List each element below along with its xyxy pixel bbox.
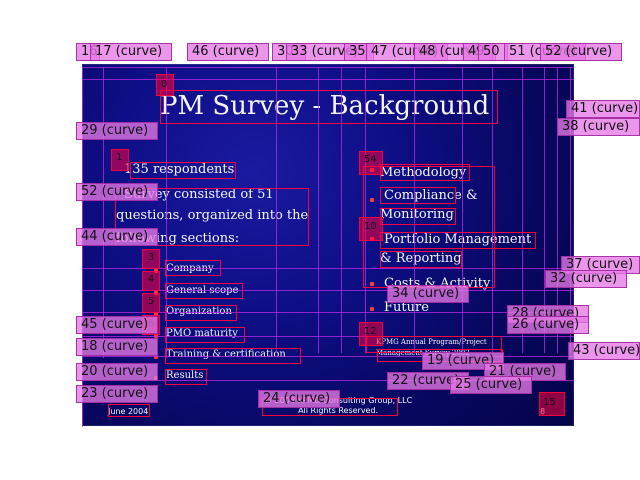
- overlay-guide-line: [492, 67, 493, 353]
- overlay-stack-number: 4: [148, 274, 155, 285]
- respondents-bounding-box: [130, 162, 236, 179]
- curve-label-right: 37 (curve): [561, 256, 640, 274]
- overlay-guide-line: [522, 67, 523, 353]
- overlay-number: 1: [116, 152, 123, 163]
- overlay-stack-number: 3: [148, 252, 155, 263]
- overlay-number: 12: [364, 326, 377, 337]
- overlay-guide-line: [82, 268, 574, 269]
- overlay-guide-line: [276, 67, 277, 353]
- overlay-guide-line: [544, 67, 545, 353]
- curve-label-left: 18 (curve): [76, 338, 158, 356]
- overlay-guide-line: [82, 336, 574, 337]
- compliance-line-1: Compliance &: [384, 188, 478, 203]
- curve-label-bottom: 34 (curve): [387, 285, 469, 303]
- overlay-guide-line: [414, 67, 415, 353]
- copyright-line-2: All Rights Reserved.: [298, 406, 379, 415]
- overlay-stack-marker: [142, 293, 160, 313]
- overlay-guide-line: [82, 67, 574, 68]
- overlay-stack-marker: [142, 271, 160, 291]
- source-line-1: KPMG Annual Program/Project: [376, 338, 487, 346]
- portfolio-line-2-bounding-box: [380, 251, 462, 268]
- overlay-number: 0: [161, 79, 168, 90]
- overlay-stack-marker: [142, 249, 160, 269]
- overlay-guide-line: [82, 312, 574, 313]
- pmo-bounding-box: [165, 327, 245, 343]
- overlay-guide-line: [462, 67, 463, 353]
- survey-bounding-box: [115, 188, 309, 246]
- curve-label-right: 32 (curve): [545, 270, 627, 288]
- curve-label-left: 29 (curve): [76, 122, 158, 140]
- overlay-number: 15: [543, 397, 556, 408]
- curve-label-left: 20 (curve): [76, 363, 158, 381]
- curve-label-right: 38 (curve): [557, 118, 640, 136]
- overlay-guide-line: [82, 380, 574, 381]
- curve-label-right: 41 (curve): [566, 100, 640, 118]
- slide-title: PM Survey - Background: [160, 91, 490, 121]
- overlay-guide-line: [82, 79, 574, 80]
- compliance-line-2-bounding-box: [380, 208, 456, 225]
- section-bullet-icon: [154, 355, 158, 359]
- compliance-line-2: Monitoring: [380, 207, 454, 222]
- overlay-anchor-marker: [111, 149, 129, 171]
- organization-bounding-box: [165, 305, 237, 321]
- overlay-guide-line: [341, 67, 342, 353]
- overlay-anchor-marker: [359, 322, 383, 346]
- costs-bullet-icon: [370, 282, 374, 286]
- curve-label-top: 17 (curve): [90, 43, 172, 61]
- section-organization: Organization: [166, 306, 232, 318]
- overlay-guide-line: [318, 67, 319, 353]
- curve-label-right: 43 (curve): [568, 342, 640, 360]
- portfolio-line-2: & Reporting: [380, 251, 462, 266]
- curve-label-bottom: 22 (curve): [387, 372, 469, 390]
- overlay-number: 10: [364, 221, 377, 232]
- overlay-guide-line: [82, 67, 83, 427]
- overlay-guide-line: [365, 67, 366, 353]
- compliance-line-1-bounding-box: [380, 187, 456, 204]
- curve-label-right: 26 (curve): [507, 316, 589, 334]
- overlay-anchor-marker: [539, 392, 565, 416]
- title-bounding-box: [160, 90, 498, 124]
- respondents-text: 135 respondents: [124, 162, 235, 177]
- date-bounding-box: [108, 404, 150, 417]
- future-item: Future: [384, 300, 429, 315]
- results-bounding-box: [165, 369, 207, 385]
- section-training: Training & certification: [166, 349, 286, 360]
- future-bullet-icon: [370, 307, 374, 311]
- overlay-guide-line: [82, 290, 574, 291]
- compliance-bullet-icon: [370, 198, 374, 202]
- curve-label-bottom: 24 (curve): [258, 390, 340, 408]
- methodology-item: Methodology: [380, 165, 467, 180]
- overlay-guide-line: [103, 67, 104, 358]
- overlay-guide-line: [557, 67, 558, 353]
- overlay-guide-line: [570, 67, 571, 353]
- scope-bounding-box: [165, 283, 243, 299]
- company-bounding-box: [165, 260, 221, 276]
- overlay-anchor-marker: [156, 74, 174, 96]
- overlay-number: 54: [364, 154, 377, 165]
- curve-label-left: 52 (curve): [76, 183, 158, 201]
- training-bounding-box: [165, 348, 301, 364]
- curve-label-left: 44 (curve): [76, 228, 158, 246]
- overlay-stack-number: 5: [148, 296, 155, 307]
- section-bullet-icon: [154, 312, 158, 316]
- curve-label-top: 52 (curve): [540, 43, 622, 61]
- survey-text-line-2: questions, organized into the: [116, 208, 309, 223]
- curve-label-bottom: 19 (curve): [422, 352, 504, 370]
- curve-label-top: 46 (curve): [187, 43, 269, 61]
- overlay-anchor-marker: [359, 217, 383, 241]
- curve-label-bottom: 25 (curve): [450, 376, 532, 394]
- overlay-anchor-marker: [359, 151, 383, 175]
- overlay-guide-line: [166, 67, 167, 358]
- survey-text-line-1: Survey consisted of 51: [124, 187, 274, 202]
- curve-label-left: 23 (curve): [76, 385, 158, 403]
- curve-label-left: 45 (curve): [76, 316, 158, 334]
- section-results: Results: [166, 370, 204, 381]
- section-pmo-maturity: PMO maturity: [166, 328, 238, 339]
- overlay-guide-line: [82, 356, 574, 357]
- slide-date: June 2004: [108, 407, 149, 416]
